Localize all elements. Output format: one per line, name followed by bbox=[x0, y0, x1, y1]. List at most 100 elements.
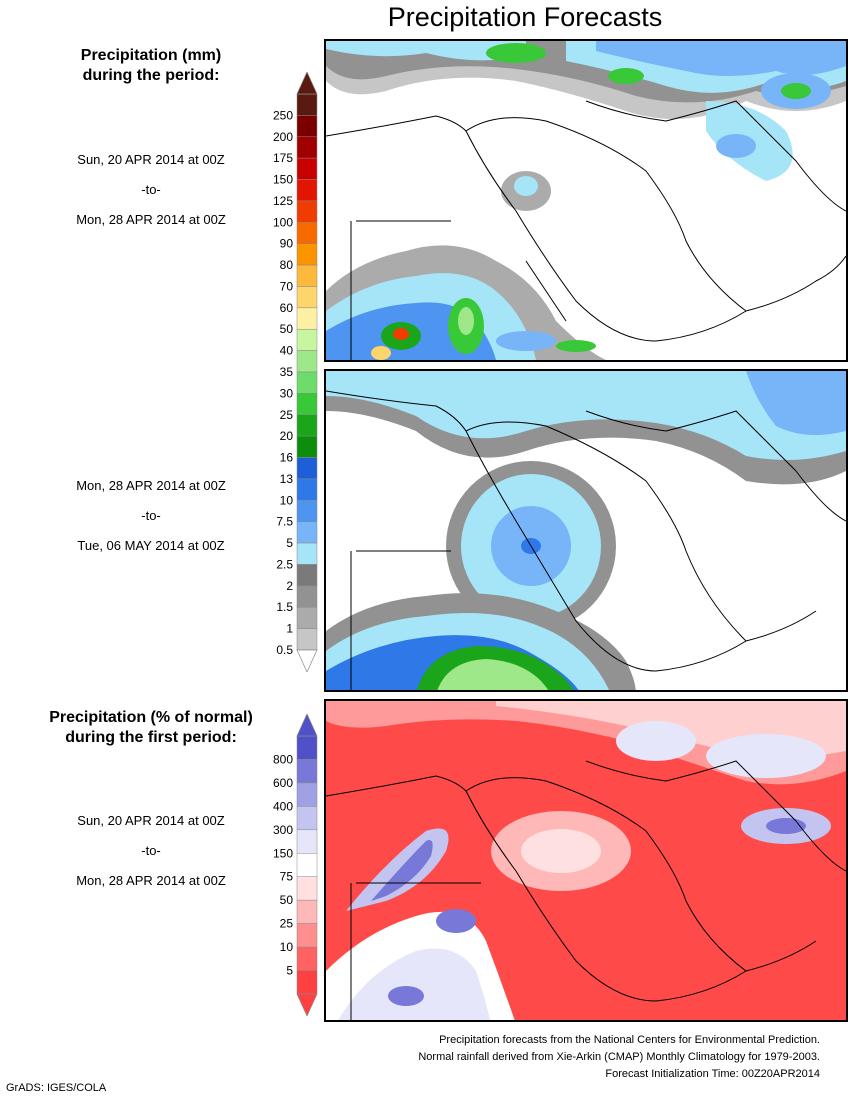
panel3-start-date: Sun, 20 APR 2014 at 00Z bbox=[77, 813, 225, 828]
map-period1-precip bbox=[324, 39, 848, 362]
legend-tick-label: 1 bbox=[286, 622, 293, 636]
legend-swatch bbox=[296, 350, 318, 373]
legend-tick-label: 1.5 bbox=[276, 600, 293, 614]
legend-tick-label: 400 bbox=[273, 799, 293, 813]
legend-swatch bbox=[296, 371, 318, 394]
legend-swatch bbox=[296, 393, 318, 416]
legend-swatch bbox=[296, 307, 318, 330]
legend-tick-label: 25 bbox=[280, 917, 294, 931]
legend-swatch bbox=[296, 735, 318, 760]
legend-tick-label: 25 bbox=[280, 408, 294, 422]
legend-swatch bbox=[296, 243, 318, 266]
legend-tick-label: 2 bbox=[286, 579, 293, 593]
page-title: Precipitation Forecasts bbox=[387, 2, 663, 32]
panel1-heading-line2: during the period: bbox=[82, 67, 220, 84]
legend-tick-label: 175 bbox=[273, 151, 293, 165]
legend-tick-label: 300 bbox=[273, 823, 293, 837]
panel2-end-date: Tue, 06 MAY 2014 at 00Z bbox=[77, 538, 225, 553]
panel1-start-date: Sun, 20 APR 2014 at 00Z bbox=[77, 152, 225, 167]
precip-percent-colorbar: 800 600 400 300 150 75 50 25 10 5 bbox=[273, 713, 318, 1017]
footer-init-time: Forecast Initialization Time: 00Z20APR20… bbox=[605, 1068, 820, 1080]
legend-swatch bbox=[296, 759, 318, 784]
precip-mm-legend: 250 200 175 150 125 100 90 80 70 60 50 40 35 30 25 20 16… bbox=[255, 71, 325, 673]
legend-tick-label: 250 bbox=[273, 108, 293, 122]
legend-swatch bbox=[296, 606, 318, 629]
legend-swatch bbox=[296, 93, 318, 116]
legend-swatch bbox=[296, 585, 318, 608]
legend-tick-label: 16 bbox=[280, 451, 294, 465]
legend-arrow-bottom bbox=[296, 649, 318, 673]
legend-swatch bbox=[296, 970, 318, 995]
legend-swatch bbox=[296, 414, 318, 437]
legend-tick-label: 7.5 bbox=[276, 515, 293, 529]
legend-tick-label: 50 bbox=[280, 893, 294, 907]
panel3-heading-line1: Precipitation (% of normal) bbox=[49, 709, 253, 726]
legend-tick-label: 90 bbox=[280, 237, 294, 251]
legend-swatch bbox=[296, 923, 318, 948]
map-percent-of-normal bbox=[324, 699, 848, 1022]
legend-tick-label: 2.5 bbox=[276, 557, 293, 571]
legend-swatch bbox=[296, 179, 318, 202]
legend-tick-label: 800 bbox=[273, 752, 293, 766]
legend-tick-label: 20 bbox=[280, 429, 294, 443]
legend-arrow-top bbox=[296, 713, 318, 737]
panel3-end-date: Mon, 28 APR 2014 at 00Z bbox=[76, 873, 226, 888]
legend-swatch bbox=[296, 806, 318, 831]
legend-swatch bbox=[296, 521, 318, 544]
legend-tick-label: 5 bbox=[286, 536, 293, 550]
legend-swatch bbox=[296, 946, 318, 971]
legend-swatch bbox=[296, 136, 318, 159]
legend-swatch bbox=[296, 542, 318, 565]
legend-swatch bbox=[296, 564, 318, 587]
legend-tick-label: 5 bbox=[286, 964, 293, 978]
precip-percent-legend: 800 600 400 300 150 75 50 25 10 5 bbox=[255, 713, 325, 1017]
legend-tick-label: 13 bbox=[280, 472, 294, 486]
panel3-to: -to- bbox=[141, 843, 161, 858]
legend-swatch bbox=[296, 435, 318, 458]
grads-credit: GrADS: IGES/COLA bbox=[6, 1082, 107, 1094]
legend-tick-label: 70 bbox=[280, 279, 294, 293]
legend-arrow-top bbox=[296, 71, 318, 95]
legend-tick-label: 60 bbox=[280, 301, 294, 315]
map-period2-precip bbox=[324, 369, 848, 692]
legend-swatch bbox=[296, 899, 318, 924]
legend-tick-label: 10 bbox=[280, 940, 294, 954]
legend-tick-label: 100 bbox=[273, 215, 293, 229]
precip-mm-colorbar: 2502001751501251009080706050403530252016… bbox=[273, 71, 318, 673]
legend-swatch bbox=[296, 222, 318, 244]
legend-tick-label: 10 bbox=[280, 493, 294, 507]
legend-tick-label: 80 bbox=[280, 258, 294, 272]
footer-climatology-line: Normal rainfall derived from Xie-Arkin (… bbox=[418, 1051, 820, 1063]
legend-swatch bbox=[296, 328, 318, 351]
legend-swatch bbox=[296, 478, 318, 501]
legend-swatch bbox=[296, 500, 318, 522]
legend-tick-label: 125 bbox=[273, 194, 293, 208]
legend-tick-label: 75 bbox=[280, 870, 294, 884]
legend-swatch bbox=[296, 200, 318, 223]
legend-swatch bbox=[296, 157, 318, 180]
legend-tick-label: 200 bbox=[273, 130, 293, 144]
legend-swatch bbox=[296, 628, 318, 651]
legend-tick-label: 50 bbox=[280, 322, 294, 336]
legend-swatch bbox=[296, 876, 318, 901]
legend-swatch bbox=[296, 829, 318, 854]
legend-swatch bbox=[296, 115, 318, 138]
legend-swatch bbox=[296, 853, 318, 877]
legend-swatch bbox=[296, 457, 318, 480]
legend-swatch bbox=[296, 286, 318, 309]
legend-tick-label: 30 bbox=[280, 386, 294, 400]
legend-tick-label: 0.5 bbox=[276, 643, 293, 657]
legend-swatch bbox=[296, 782, 318, 807]
panel3-heading-line2: during the first period: bbox=[65, 729, 237, 746]
footer-source-line: Precipitation forecasts from the Nationa… bbox=[439, 1034, 820, 1046]
panel2-start-date: Mon, 28 APR 2014 at 00Z bbox=[76, 478, 226, 493]
legend-tick-label: 150 bbox=[273, 173, 293, 187]
legend-tick-label: 35 bbox=[280, 365, 294, 379]
panel1-to: -to- bbox=[141, 182, 161, 197]
panel1-end-date: Mon, 28 APR 2014 at 00Z bbox=[76, 212, 226, 227]
legend-arrow-bottom bbox=[296, 993, 318, 1017]
legend-tick-label: 40 bbox=[280, 344, 294, 358]
panel2-to: -to- bbox=[141, 508, 161, 523]
legend-swatch bbox=[296, 264, 318, 287]
legend-tick-label: 150 bbox=[273, 846, 293, 860]
